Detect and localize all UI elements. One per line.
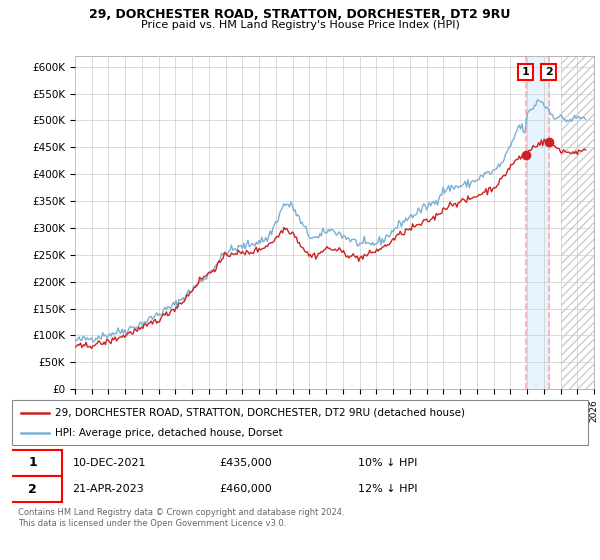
- Text: Price paid vs. HM Land Registry's House Price Index (HPI): Price paid vs. HM Land Registry's House …: [140, 20, 460, 30]
- Text: 2: 2: [545, 67, 553, 77]
- FancyBboxPatch shape: [4, 476, 62, 502]
- Text: 1: 1: [522, 67, 530, 77]
- Text: 1: 1: [28, 456, 37, 469]
- FancyBboxPatch shape: [12, 400, 588, 445]
- Bar: [526, 56, 548, 389]
- Text: HPI: Average price, detached house, Dorset: HPI: Average price, detached house, Dors…: [55, 428, 283, 438]
- Text: 29, DORCHESTER ROAD, STRATTON, DORCHESTER, DT2 9RU: 29, DORCHESTER ROAD, STRATTON, DORCHESTE…: [89, 8, 511, 21]
- Text: 29, DORCHESTER ROAD, STRATTON, DORCHESTER, DT2 9RU (detached house): 29, DORCHESTER ROAD, STRATTON, DORCHESTE…: [55, 408, 465, 418]
- Text: 21-APR-2023: 21-APR-2023: [73, 484, 144, 494]
- Text: Contains HM Land Registry data © Crown copyright and database right 2024.
This d: Contains HM Land Registry data © Crown c…: [18, 508, 344, 528]
- Text: 12% ↓ HPI: 12% ↓ HPI: [358, 484, 417, 494]
- Bar: [560, 56, 594, 389]
- Text: £460,000: £460,000: [220, 484, 272, 494]
- Text: 10-DEC-2021: 10-DEC-2021: [73, 458, 146, 468]
- FancyBboxPatch shape: [4, 450, 62, 476]
- Text: 2: 2: [28, 483, 37, 496]
- Text: 10% ↓ HPI: 10% ↓ HPI: [358, 458, 417, 468]
- Text: £435,000: £435,000: [220, 458, 272, 468]
